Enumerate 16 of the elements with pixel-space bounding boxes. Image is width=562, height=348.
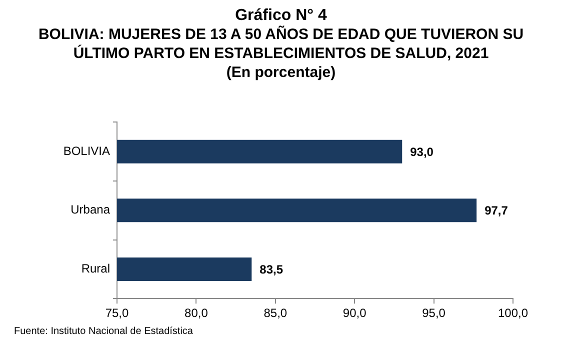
y-tick-label: Urbana <box>70 202 110 217</box>
chart-subtitle: BOLIVIA: MUJERES DE 13 A 50 AÑOS DE EDAD QUE TUVIERON SU ÚLTIMO PARTO EN ESTABLECIMIENTOS DE SALUD, 2021 <box>37 25 525 63</box>
x-tick-label: 90,0 <box>342 306 367 320</box>
x-tick-label: 95,0 <box>422 306 446 320</box>
x-tick-label: 75,0 <box>105 306 129 320</box>
x-tick-label: 100,0 <box>498 306 528 320</box>
source-note: Fuente: Instituto Nacional de Estadística <box>14 326 193 337</box>
text: (En porcentaje) <box>225 63 337 82</box>
data-label: 93,0 <box>410 144 434 159</box>
y-tick-label: BOLIVIA <box>63 144 110 158</box>
x-tick-label: 80,0 <box>184 306 208 320</box>
y-tick-label: Rural <box>81 262 110 276</box>
x-tick-label: 85,0 <box>264 306 288 320</box>
data-label: 97,7 <box>484 204 508 218</box>
data-label: 83,5 <box>260 262 284 277</box>
chart-title: Gráfico N° 4 <box>234 6 328 25</box>
